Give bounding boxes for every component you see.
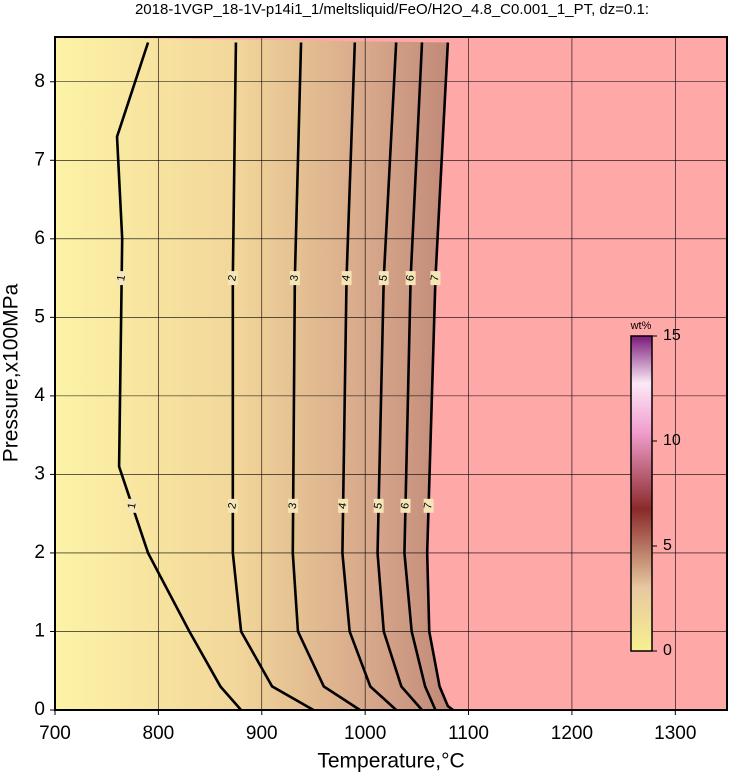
contour-label: 2 [226,274,239,282]
contour-label: 5 [372,502,385,510]
x-tick-label: 900 [246,723,278,744]
x-tick-label: 800 [143,723,175,744]
contour-label-bg [289,271,300,286]
y-tick-label: 1 [34,620,45,641]
subsolidus-region [55,37,454,710]
plot-area: 1 1 2 2 3 3 4 4 5 5 6 6 7 7 [55,37,727,712]
contour-label-bg [430,271,441,286]
colorbar-tick-label: 0 [663,642,672,659]
contour-label: 7 [422,502,435,510]
contour-label: 4 [337,502,350,510]
x-tick-label: 1000 [344,723,386,744]
contour-label: 1 [126,502,139,510]
y-tick-label: 7 [34,149,45,170]
contour-label: 3 [287,502,300,510]
contour-label-bg [341,271,352,286]
contour-label-bg [288,498,299,513]
contour-label-bg [127,498,138,513]
y-axis-label: Pressure,x100MPa [0,283,23,462]
chart-title: 2018-1VGP_18-1V-p14i1_1/meltsliquid/FeO/… [135,1,649,18]
contour-label: 4 [340,274,353,282]
contour-label: 1 [115,274,128,282]
colorbar-tick-label: 10 [663,432,681,449]
colorbar-title: wt% [630,320,652,332]
y-tick-label: 8 [34,71,45,92]
x-tick-label: 1200 [551,723,593,744]
contour-label: 5 [377,274,390,282]
contour-label: 6 [404,274,417,282]
contour-label-bg [400,498,411,513]
y-tick-label: 5 [34,306,45,327]
contour-label-bg [338,498,349,513]
y-tick-label: 2 [34,542,45,563]
y-tick-label: 6 [34,228,45,249]
contour-label-bg [227,271,238,286]
contour-label-bg [405,271,416,286]
colorbar-tick-label: 5 [663,537,672,554]
contour-label: 6 [399,502,412,510]
x-tick-label: 1100 [448,723,489,744]
contour-label: 3 [288,274,301,282]
plot-frame [54,36,728,711]
contour-label-bg [116,271,127,286]
contour-label-bg [378,271,389,286]
x-tick-label: 1300 [654,723,696,744]
colorbar-tick-label: 15 [663,327,681,344]
contour-label: 7 [429,274,442,282]
y-tick-label: 4 [34,385,45,406]
contour-label-bg [227,498,238,513]
colorbar [630,335,653,652]
contour-label: 2 [226,502,239,510]
contour-label-bg [423,498,434,513]
x-axis-label: Temperature,°C [317,750,464,773]
contour-label-bg [373,498,384,513]
y-tick-label: 3 [34,463,45,484]
y-tick-label: 0 [34,699,45,720]
x-tick-label: 700 [39,723,71,744]
